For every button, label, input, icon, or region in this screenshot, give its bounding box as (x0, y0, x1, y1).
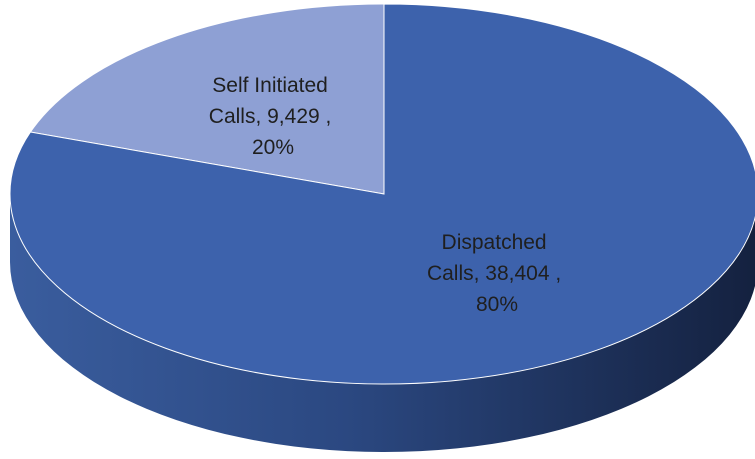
label-dispatched-calls: Dispatched Calls, 38,404 , 80% (427, 231, 567, 316)
pie-sides (10, 194, 755, 452)
pie-slice-dispatched-calls (9, 3, 755, 385)
pie-slice-self-initiated-calls (29, 3, 385, 195)
label-self-initiated-calls: Self Initiated Calls, 9,429 , 20% (209, 74, 337, 159)
pie-side-dispatched-calls (10, 194, 755, 452)
pie-tops (9, 3, 755, 385)
